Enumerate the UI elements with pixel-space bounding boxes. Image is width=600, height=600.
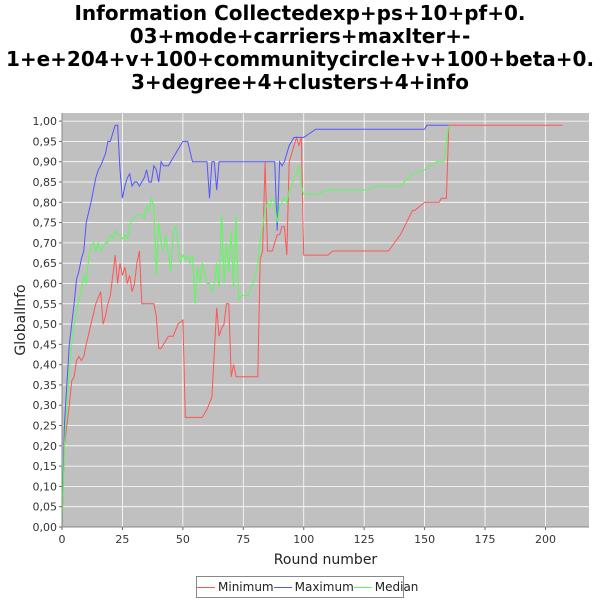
x-tick-label: 125 [354, 533, 375, 546]
chart-title-line: 3+degree+4+clusters+4+info [130, 70, 469, 94]
y-tick-label: 0,75 [33, 217, 58, 230]
grid-lines [61, 113, 589, 528]
legend-item-maximum: Maximum [273, 580, 354, 594]
y-tick-label: 0,85 [33, 176, 58, 189]
legend-label-minimum: Minimum [218, 580, 274, 594]
y-tick-label: 0,60 [33, 277, 58, 290]
y-tick-label: 0,20 [33, 440, 58, 453]
x-tick-label: 150 [414, 533, 435, 546]
y-tick-label: 0,40 [33, 359, 58, 372]
y-tick-label: 0,65 [33, 257, 58, 270]
x-tick-label: 50 [176, 533, 190, 546]
x-tick-label: 75 [236, 533, 250, 546]
y-tick-label: 0,80 [33, 196, 58, 209]
y-tick-label: 0,25 [33, 420, 58, 433]
x-tick-label: 0 [59, 533, 66, 546]
y-tick-label: 0,90 [33, 156, 58, 169]
chart-title-line: 03+mode+carriers+maxIter+- [129, 24, 471, 48]
y-tick-label: 0,00 [33, 521, 58, 534]
chart-title: Information Collectedexp+ps+10+pf+0. 03+… [0, 2, 600, 94]
chart-title-line: 1+e+204+v+100+communitycircle+v+100+beta… [5, 47, 595, 71]
legend-swatch-median [353, 586, 372, 588]
x-axis-label: Round number [274, 552, 378, 568]
y-tick-label: 0,50 [33, 318, 58, 331]
y-axis-label: GlobalInfo [13, 284, 29, 355]
series-line-median [61, 125, 450, 528]
legend-label-maximum: Maximum [294, 580, 354, 594]
y-tick-label: 0,30 [33, 399, 58, 412]
legend: Minimum Maximum Median [196, 576, 418, 598]
y-tick-label: 0,15 [33, 460, 58, 473]
legend-swatch-maximum [273, 586, 292, 588]
y-tick-label: 0,10 [33, 480, 58, 493]
chart-title-line: Information Collectedexp+ps+10+pf+0. [74, 1, 526, 25]
x-tick-label: 200 [535, 533, 556, 546]
y-tick-label: 1,00 [33, 115, 58, 128]
y-tick-label: 0,55 [33, 298, 58, 311]
series-layer [61, 124, 563, 528]
legend-swatch-minimum [197, 586, 215, 588]
series-line-maximum [61, 124, 449, 528]
axes: 0,00 0,05 0,10 0,15 0,20 0,25 0,30 0,35 0,40 0,45… [33, 113, 589, 546]
series-line-minimum [61, 124, 563, 528]
y-tick-label: 0,35 [33, 379, 58, 392]
y-tick-label: 0,95 [33, 135, 58, 148]
legend-item-median: Median [353, 580, 419, 594]
y-tick-label: 0,70 [33, 237, 58, 250]
x-tick-label: 100 [293, 533, 314, 546]
plot-area [62, 113, 589, 527]
y-tick-label: 0,45 [33, 338, 58, 351]
legend-label-median: Median [374, 580, 419, 594]
x-tick-label: 175 [475, 533, 496, 546]
y-tick-label: 0,05 [33, 501, 58, 514]
legend-item-minimum: Minimum [197, 580, 274, 594]
x-tick-label: 25 [115, 533, 129, 546]
